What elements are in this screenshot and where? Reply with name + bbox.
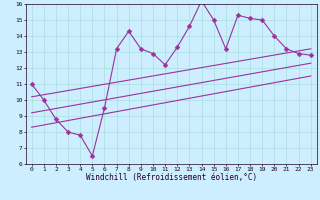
X-axis label: Windchill (Refroidissement éolien,°C): Windchill (Refroidissement éolien,°C) (86, 173, 257, 182)
